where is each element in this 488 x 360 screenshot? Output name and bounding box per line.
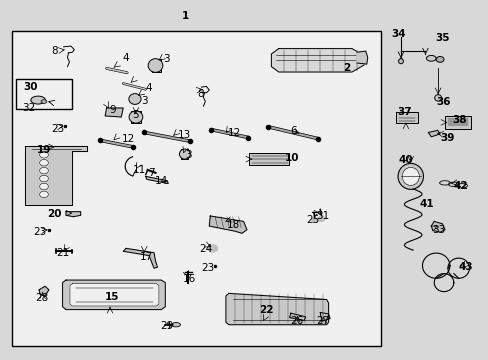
Text: 9: 9: [109, 105, 116, 115]
Text: 19: 19: [37, 145, 51, 156]
Text: 20: 20: [47, 209, 62, 219]
Text: 23: 23: [51, 124, 64, 134]
Polygon shape: [123, 248, 157, 268]
Polygon shape: [271, 49, 364, 72]
Text: 35: 35: [434, 33, 449, 43]
Circle shape: [40, 175, 48, 182]
Text: 1: 1: [182, 11, 189, 21]
Text: 31: 31: [315, 211, 329, 221]
Text: 33: 33: [431, 225, 445, 235]
Text: 36: 36: [436, 96, 450, 107]
Text: 6: 6: [289, 126, 296, 136]
Text: 29: 29: [160, 321, 174, 331]
Text: 2: 2: [343, 63, 350, 73]
Text: 10: 10: [285, 153, 299, 163]
Text: 24: 24: [198, 244, 212, 254]
Text: 3: 3: [163, 54, 169, 64]
Ellipse shape: [129, 94, 141, 104]
Text: 3: 3: [184, 150, 191, 160]
Text: 8: 8: [197, 89, 203, 99]
Text: 22: 22: [259, 305, 273, 315]
Ellipse shape: [434, 95, 441, 101]
Text: 4: 4: [145, 83, 152, 93]
Polygon shape: [62, 280, 165, 310]
Text: 16: 16: [183, 274, 196, 284]
Polygon shape: [356, 51, 367, 64]
Text: 14: 14: [154, 176, 168, 186]
Polygon shape: [145, 176, 168, 184]
Text: 15: 15: [105, 292, 120, 302]
Ellipse shape: [41, 100, 47, 103]
Polygon shape: [66, 212, 81, 217]
Text: 5: 5: [132, 110, 139, 120]
Ellipse shape: [31, 96, 45, 104]
Circle shape: [40, 191, 48, 198]
Ellipse shape: [179, 149, 190, 159]
Text: 42: 42: [452, 181, 467, 192]
Text: 39: 39: [439, 132, 454, 143]
Polygon shape: [320, 312, 329, 321]
Text: 32: 32: [21, 103, 35, 113]
FancyBboxPatch shape: [444, 116, 470, 129]
Ellipse shape: [426, 55, 435, 61]
Circle shape: [207, 245, 217, 252]
Bar: [181, 149, 188, 159]
Circle shape: [435, 57, 443, 62]
Circle shape: [40, 159, 48, 166]
Text: 27: 27: [315, 316, 329, 326]
Bar: [249, 153, 289, 165]
Text: 4: 4: [122, 53, 129, 63]
Ellipse shape: [397, 163, 423, 189]
Text: 25: 25: [305, 215, 319, 225]
Text: 11: 11: [132, 165, 146, 175]
Text: 41: 41: [418, 199, 433, 210]
Bar: [131, 111, 141, 123]
Polygon shape: [427, 130, 439, 137]
Polygon shape: [430, 221, 444, 232]
Text: 23: 23: [33, 227, 47, 237]
Polygon shape: [39, 286, 49, 296]
Text: 26: 26: [290, 316, 304, 326]
Ellipse shape: [148, 59, 163, 72]
FancyBboxPatch shape: [395, 112, 417, 123]
Text: 43: 43: [457, 262, 472, 272]
Text: 34: 34: [391, 29, 406, 39]
Polygon shape: [209, 216, 246, 233]
Polygon shape: [105, 108, 123, 117]
Text: 12: 12: [227, 128, 241, 138]
Text: 8: 8: [51, 46, 58, 56]
Polygon shape: [289, 313, 305, 320]
Circle shape: [317, 216, 324, 221]
Text: 13: 13: [178, 130, 191, 140]
Text: 37: 37: [397, 107, 411, 117]
FancyBboxPatch shape: [12, 31, 381, 346]
Bar: [16, 79, 72, 109]
Text: 18: 18: [226, 220, 240, 230]
Text: 38: 38: [451, 114, 466, 125]
Circle shape: [40, 167, 48, 174]
Text: 28: 28: [35, 293, 48, 303]
Text: 3: 3: [141, 96, 147, 106]
Ellipse shape: [171, 323, 180, 327]
Text: 17: 17: [140, 252, 153, 262]
Circle shape: [40, 152, 48, 158]
Text: 7: 7: [148, 168, 155, 178]
Circle shape: [311, 218, 317, 222]
Polygon shape: [70, 284, 159, 306]
Text: 23: 23: [201, 263, 214, 273]
Ellipse shape: [129, 111, 142, 123]
Circle shape: [40, 183, 48, 190]
Ellipse shape: [401, 167, 418, 185]
Text: 30: 30: [23, 82, 38, 92]
Polygon shape: [25, 146, 87, 205]
Text: 40: 40: [398, 155, 412, 165]
Bar: [151, 59, 161, 72]
Text: 21: 21: [56, 248, 69, 258]
Polygon shape: [225, 293, 328, 325]
Text: 12: 12: [121, 134, 135, 144]
Ellipse shape: [398, 59, 403, 64]
